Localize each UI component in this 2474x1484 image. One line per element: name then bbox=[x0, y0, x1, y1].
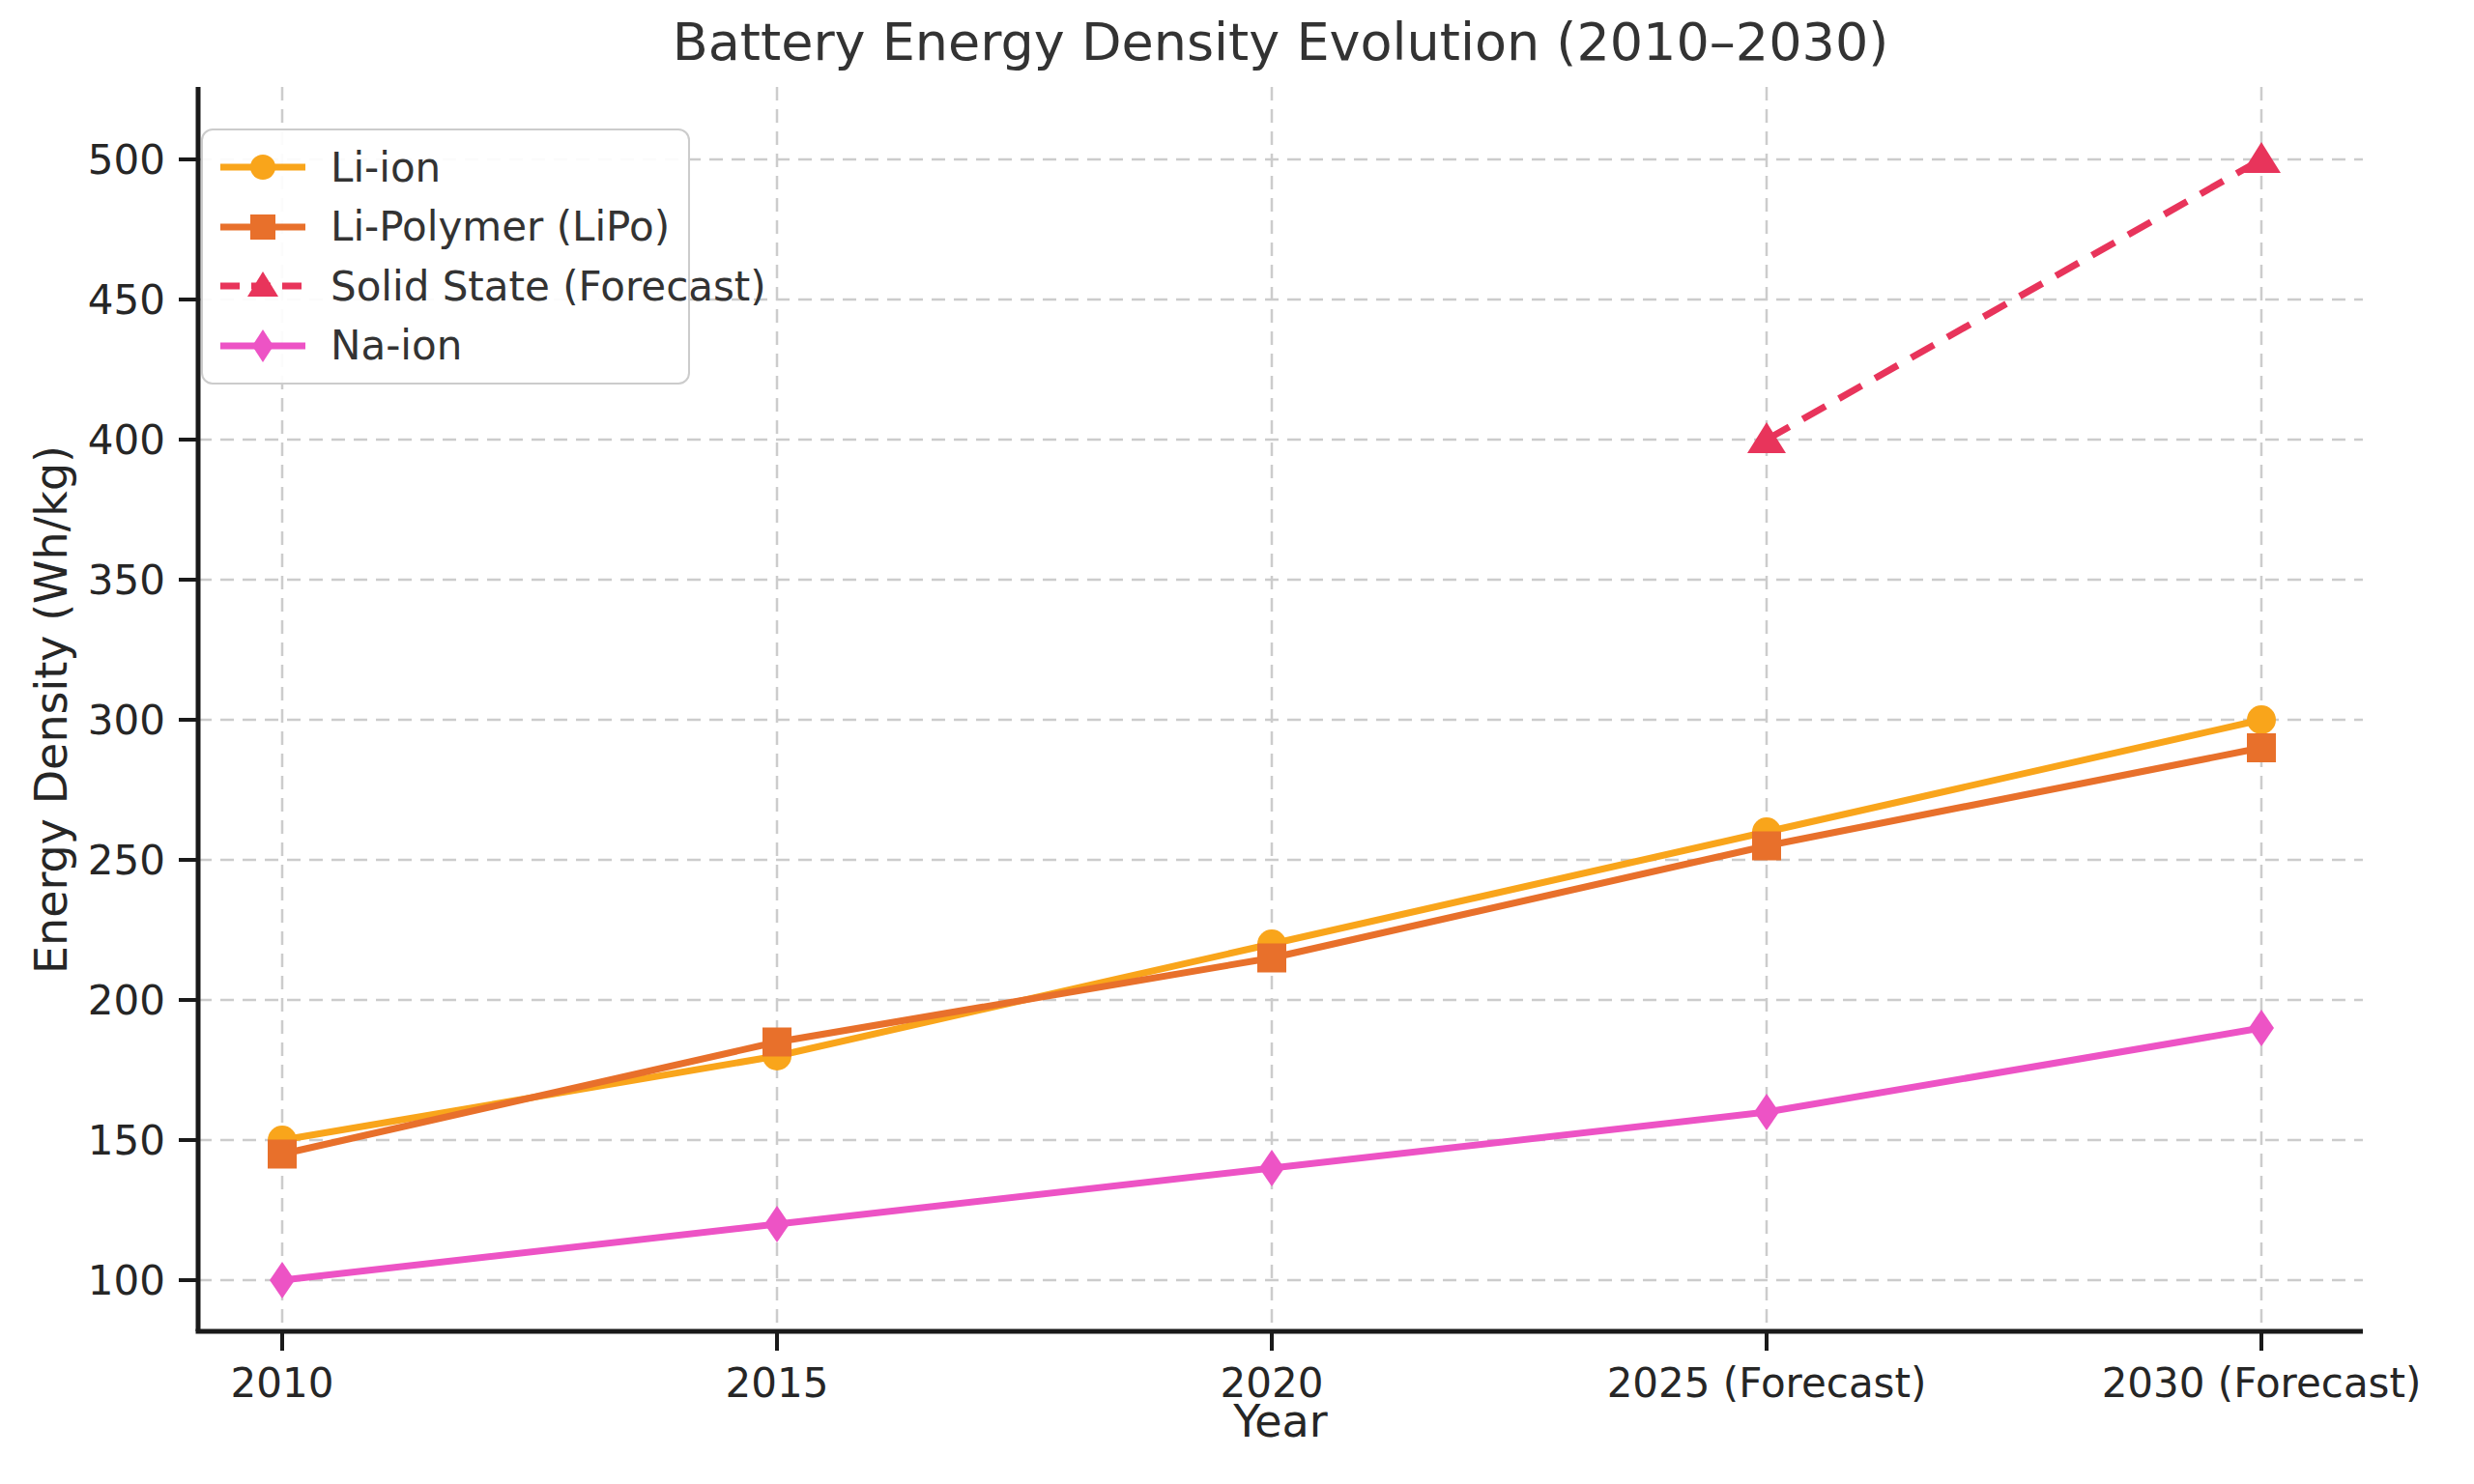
y-tick-label-100: 100 bbox=[88, 1257, 165, 1304]
data-point-li-polymer-lipo-2025-forecast bbox=[1752, 832, 1781, 861]
y-tick-label-250: 250 bbox=[88, 837, 165, 884]
legend-item-li-ion: Li-ion bbox=[203, 139, 688, 195]
legend-label-solid-state-forecast: Solid State (Forecast) bbox=[331, 263, 766, 310]
li-ion-legend-swatch-icon bbox=[216, 146, 309, 188]
y-tick-label-350: 350 bbox=[88, 556, 165, 604]
battery-energy-density-figure: 1001502002503003504004505002010201520202… bbox=[0, 0, 2474, 1484]
y-tick-label-300: 300 bbox=[88, 697, 165, 744]
y-tick-label-400: 400 bbox=[88, 416, 165, 464]
li-ion-marker-icon bbox=[250, 155, 275, 180]
li-polymer-lipo-marker-icon bbox=[250, 214, 275, 240]
legend-item-li-polymer-lipo: Li-Polymer (LiPo) bbox=[203, 199, 688, 255]
y-tick-label-150: 150 bbox=[88, 1117, 165, 1164]
chart-title: Battery Energy Density Evolution (2010–2… bbox=[198, 12, 2363, 72]
data-point-na-ion-2015 bbox=[764, 1206, 790, 1242]
legend-label-li-polymer-lipo: Li-Polymer (LiPo) bbox=[331, 203, 670, 250]
li-polymer-lipo-legend-swatch-icon bbox=[216, 206, 309, 248]
data-point-li-ion-2030-forecast bbox=[2247, 705, 2276, 734]
data-point-li-polymer-lipo-2020 bbox=[1257, 944, 1286, 973]
data-point-li-polymer-lipo-2015 bbox=[762, 1028, 791, 1057]
solid-state-forecast-legend-swatch-icon bbox=[216, 265, 309, 307]
data-point-solid-state-forecast-2030-forecast bbox=[2242, 142, 2281, 173]
na-ion-legend-swatch-icon bbox=[216, 325, 309, 367]
y-axis-label: Energy Density (Wh/kg) bbox=[25, 87, 77, 1331]
legend-item-solid-state-forecast: Solid State (Forecast) bbox=[203, 258, 688, 314]
legend-item-na-ion: Na-ion bbox=[203, 318, 688, 374]
data-point-na-ion-2020 bbox=[1259, 1150, 1284, 1186]
data-point-na-ion-2030-forecast bbox=[2249, 1010, 2274, 1046]
data-point-li-polymer-lipo-2030-forecast bbox=[2247, 733, 2276, 762]
legend: Li-ion Li-Polymer (LiPo) Solid State (Fore… bbox=[201, 128, 690, 385]
na-ion-marker-icon bbox=[252, 329, 273, 362]
data-point-solid-state-forecast-2025-forecast bbox=[1747, 422, 1786, 453]
legend-label-li-ion: Li-ion bbox=[331, 144, 441, 191]
legend-label-na-ion: Na-ion bbox=[331, 322, 462, 369]
y-tick-label-450: 450 bbox=[88, 276, 165, 324]
x-axis-label: Year bbox=[198, 1395, 2363, 1447]
y-tick-label-500: 500 bbox=[88, 136, 165, 184]
data-point-na-ion-2010 bbox=[270, 1262, 295, 1298]
data-point-na-ion-2025-forecast bbox=[1754, 1094, 1779, 1130]
data-point-li-polymer-lipo-2010 bbox=[268, 1140, 297, 1169]
y-tick-label-200: 200 bbox=[88, 977, 165, 1024]
